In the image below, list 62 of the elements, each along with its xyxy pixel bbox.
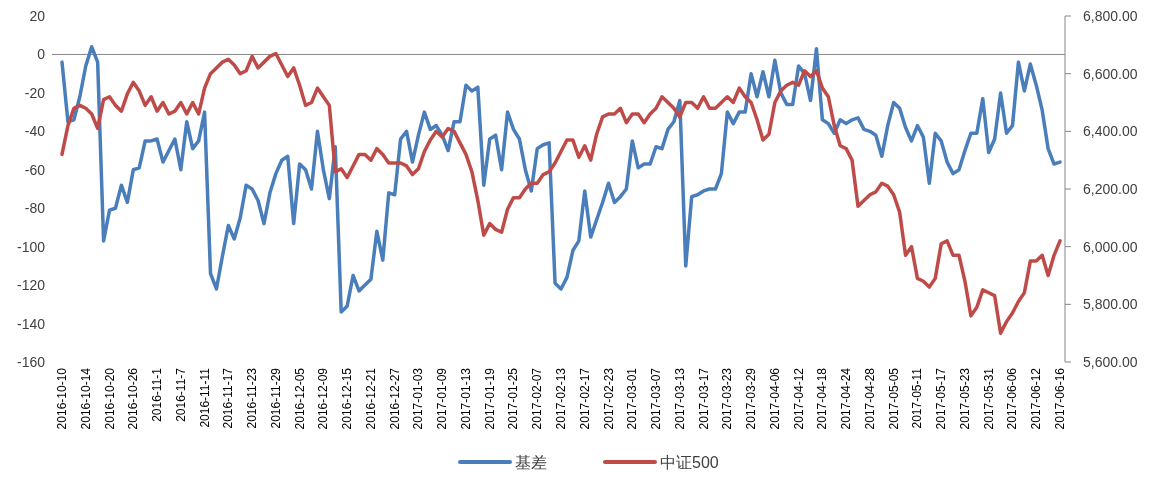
x-tick-label: 2017-04-12	[791, 367, 806, 430]
x-tick-label: 2017-05-31	[981, 367, 996, 430]
x-tick-label: 2016-10-20	[102, 367, 117, 430]
y2-tick-label: 6,600.00	[1083, 65, 1138, 82]
y2-tick-label: 6,200.00	[1083, 181, 1138, 197]
y-tick-label: 20	[29, 8, 46, 24]
x-tick-label: 2017-02-17	[577, 367, 592, 430]
x-tick-label: 2017-01-25	[506, 367, 521, 430]
y-tick-label: -40	[24, 123, 46, 140]
x-tick-label: 2017-02-23	[601, 367, 616, 430]
x-tick-label: 2017-06-16	[1053, 367, 1067, 430]
x-tick-label: 2016-12-15	[340, 367, 355, 430]
x-tick-label: 2017-01-19	[482, 367, 497, 430]
x-tick-label: 2017-05-23	[957, 367, 972, 430]
x-tick-label: 2017-03-23	[720, 367, 735, 430]
y-tick-label: -20	[24, 84, 46, 101]
legend-label: 基差	[515, 454, 547, 471]
x-tick-label: 2017-03-29	[744, 367, 759, 430]
x-tick-label: 2016-12-05	[292, 367, 307, 430]
x-tick-label: 2017-02-07	[530, 367, 545, 430]
x-tick-label: 2017-04-28	[862, 367, 877, 430]
y2-tick-label: 6,000.00	[1083, 238, 1138, 255]
y-tick-label: -60	[24, 161, 46, 178]
x-tick-label: 2017-04-06	[767, 367, 782, 430]
x-tick-label: 2016-12-21	[363, 367, 378, 430]
x-tick-label: 2017-03-07	[649, 367, 664, 430]
x-tick-label: 2017-03-01	[625, 367, 640, 430]
x-tick-label: 2016-11-11	[197, 367, 212, 428]
x-tick-label: 2017-04-24	[839, 367, 854, 430]
y-tick-label: -160	[16, 354, 46, 370]
y2-tick-label: 6,800.00	[1083, 8, 1138, 24]
x-tick-label: 2016-11-17	[221, 367, 236, 429]
x-tick-label: 2017-01-09	[435, 367, 450, 430]
x-tick-label: 2017-06-06	[1005, 367, 1020, 430]
x-tick-label: 2017-02-13	[554, 367, 568, 430]
x-tick-label: 2017-05-17	[934, 367, 949, 430]
x-tick-label: 2016-10-26	[126, 367, 141, 430]
x-tick-label: 2017-03-17	[696, 367, 711, 430]
y-tick-label: -140	[16, 315, 46, 332]
x-tick-label: 2016-12-27	[387, 367, 402, 430]
x-tick-label: 2017-06-12	[1029, 367, 1044, 430]
x-tick-label: 2017-05-05	[886, 367, 901, 430]
x-tick-label: 2017-05-11	[910, 367, 925, 429]
y2-tick-label: 5,600.00	[1083, 354, 1138, 370]
x-tick-label: 2016-11-7	[173, 367, 188, 422]
y-tick-label: -120	[16, 277, 46, 294]
y2-tick-label: 6,400.00	[1083, 123, 1138, 140]
x-tick-label: 2017-03-13	[672, 367, 687, 430]
y-tick-label: 0	[37, 46, 46, 63]
x-tick-label: 2016-10-10	[55, 367, 69, 430]
x-tick-label: 2016-12-09	[316, 367, 331, 430]
y-tick-label: -100	[16, 238, 46, 255]
x-tick-label: 2016-11-23	[245, 367, 260, 429]
x-tick-label: 2016-11-1	[150, 367, 165, 422]
x-tick-label: 2017-01-03	[411, 367, 426, 430]
x-tick-label: 2017-04-18	[815, 367, 830, 430]
x-tick-label: 2016-10-14	[78, 367, 93, 430]
legend-label: 中证500	[660, 454, 719, 471]
y2-tick-label: 5,800.00	[1083, 296, 1138, 313]
x-tick-label: 2016-11-29	[268, 367, 283, 429]
x-tick-label: 2017-01-13	[458, 367, 473, 430]
y-tick-label: -80	[24, 200, 46, 217]
